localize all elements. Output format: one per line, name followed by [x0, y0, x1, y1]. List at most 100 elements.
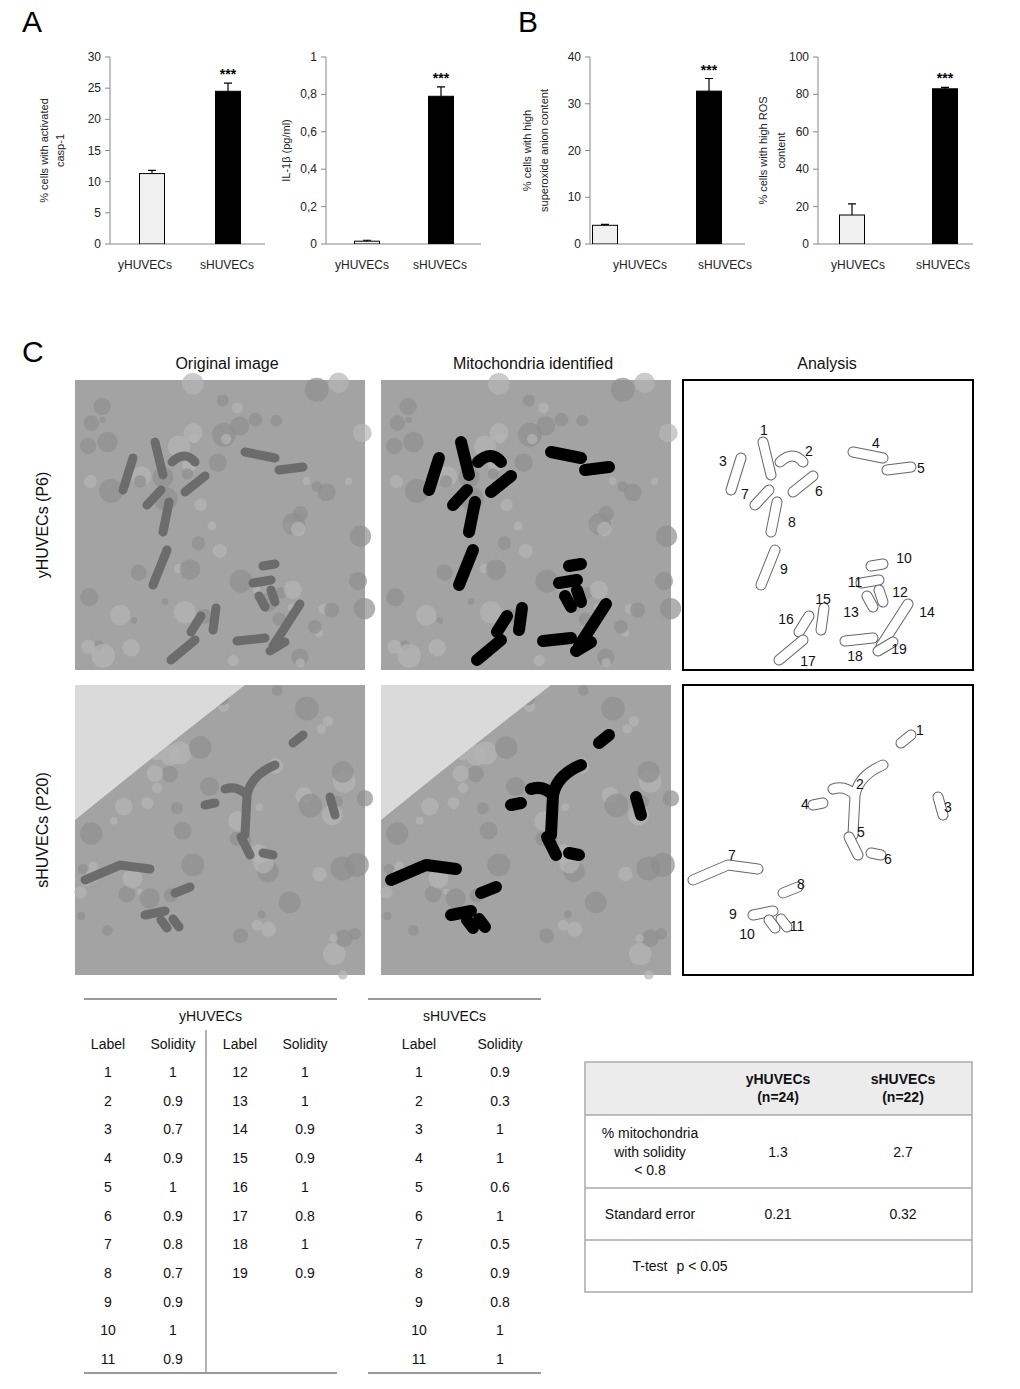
- category-label: yHUVECs: [613, 258, 667, 272]
- mitochondrion-mask: [531, 765, 581, 835]
- mitochondrion-outline: [871, 564, 883, 566]
- em-texture: [527, 434, 537, 444]
- tick-label: 20: [568, 144, 582, 158]
- mitochondrion: [161, 920, 167, 928]
- header-fill: [585, 1062, 972, 1115]
- em-background: [381, 685, 671, 975]
- em-texture: [252, 920, 263, 931]
- tick-label: 20: [88, 112, 102, 126]
- em-texture: [638, 761, 660, 783]
- em-texture: [486, 559, 506, 579]
- mitochondrion-fill: [799, 616, 809, 632]
- table-cell: 0.9: [163, 1093, 183, 1109]
- em-background: [381, 380, 671, 670]
- solidity-table: yHUVECsLabelSolidityLabelSolidity1120.93…: [84, 999, 337, 1373]
- em-texture: [140, 888, 160, 908]
- em-texture: [181, 853, 204, 876]
- table-header: Solidity: [282, 1036, 327, 1052]
- table-cell: 2: [104, 1093, 112, 1109]
- y-axis: [326, 57, 327, 244]
- em-texture: [345, 478, 352, 485]
- em-texture: [100, 417, 106, 423]
- tick: [105, 88, 110, 89]
- mitochondrion-outline: [871, 853, 881, 855]
- em-texture: [421, 798, 439, 816]
- category-label: sHUVECs: [200, 258, 254, 272]
- tick-label: 0: [574, 237, 581, 251]
- table-cell: 3: [415, 1121, 423, 1137]
- em-texture: [523, 395, 535, 407]
- mitochondrion-fill: [861, 580, 879, 583]
- mitochondrion-label: 15: [815, 591, 831, 607]
- mitochondrion: [270, 642, 285, 651]
- category-label: sHUVECs: [916, 258, 970, 272]
- table-cell: 1: [496, 1208, 504, 1224]
- em-texture: [605, 794, 629, 818]
- mitochondrion-label: 5: [857, 824, 865, 840]
- em-texture: [618, 867, 632, 881]
- mitochondrion-mask: [569, 853, 579, 855]
- summary-header: yHUVECs: [746, 1071, 811, 1087]
- mitochondrion-outline: [771, 502, 777, 532]
- em-texture: [386, 438, 402, 454]
- em-texture: [602, 658, 611, 667]
- mitochondrion-label: 11: [848, 574, 863, 590]
- em-texture: [437, 565, 453, 581]
- mitochondrion-fill: [871, 564, 883, 566]
- axis-label: % cells with high ROS: [757, 96, 769, 204]
- em-texture: [110, 605, 131, 626]
- bar: [355, 241, 380, 244]
- axis-label: % cells with high: [521, 110, 533, 191]
- mitochondrion-fill: [731, 458, 741, 490]
- em-texture: [200, 777, 219, 796]
- em-texture: [84, 415, 100, 431]
- mitochondrion-outline: [781, 919, 787, 927]
- significance: ***: [220, 66, 237, 82]
- figure: ABC051015202530% cells with activatedcas…: [0, 0, 1020, 1389]
- em-texture: [194, 499, 206, 511]
- solidity-table: sHUVECsLabelSolidity10.920.3314150.66170…: [368, 999, 541, 1373]
- y-axis: [818, 57, 819, 244]
- em-texture: [171, 802, 183, 814]
- em-texture: [585, 892, 607, 914]
- em-texture: [495, 736, 518, 759]
- table-cell: 14: [232, 1121, 248, 1137]
- table-rule: [84, 1372, 337, 1374]
- em-texture: [131, 565, 147, 581]
- mitochondrion-mask: [467, 920, 473, 928]
- em-texture: [305, 378, 329, 402]
- mitochondrion-outline: [861, 580, 879, 583]
- em-texture: [480, 822, 498, 840]
- em-texture: [599, 506, 614, 521]
- table-cell: 15: [232, 1150, 248, 1166]
- axis-label: casp-1: [54, 134, 66, 167]
- mitochondrion-outline: [821, 608, 824, 630]
- x-axis: [110, 244, 265, 245]
- em-texture: [293, 506, 308, 521]
- table-cell: 0.9: [295, 1265, 315, 1281]
- em-texture: [468, 766, 484, 782]
- mitochondrion: [191, 616, 201, 632]
- em-texture: [495, 433, 505, 443]
- bar: [697, 91, 722, 244]
- mitochondrion-fill: [938, 797, 943, 815]
- em-texture: [110, 817, 118, 825]
- em-texture: [567, 922, 582, 937]
- em-texture: [617, 481, 628, 492]
- table-cell: 0.9: [163, 1150, 183, 1166]
- tick: [813, 94, 818, 95]
- tick-label: 10: [88, 175, 102, 189]
- axis-label: superoxide anion content: [538, 89, 550, 212]
- table-cell: 2: [415, 1093, 423, 1109]
- mitochondrion-fill: [853, 452, 883, 458]
- mitochondrion-mask: [391, 865, 456, 880]
- em-texture: [134, 475, 146, 487]
- mitochondrion-mask: [478, 456, 501, 462]
- mitochondrion-fill: [871, 853, 881, 855]
- em-texture: [284, 581, 302, 599]
- em-texture: [302, 477, 310, 485]
- em-texture: [189, 736, 212, 759]
- panel-label: B: [518, 5, 538, 38]
- em-texture: [408, 925, 419, 936]
- mitochondrion-outline: [853, 452, 883, 458]
